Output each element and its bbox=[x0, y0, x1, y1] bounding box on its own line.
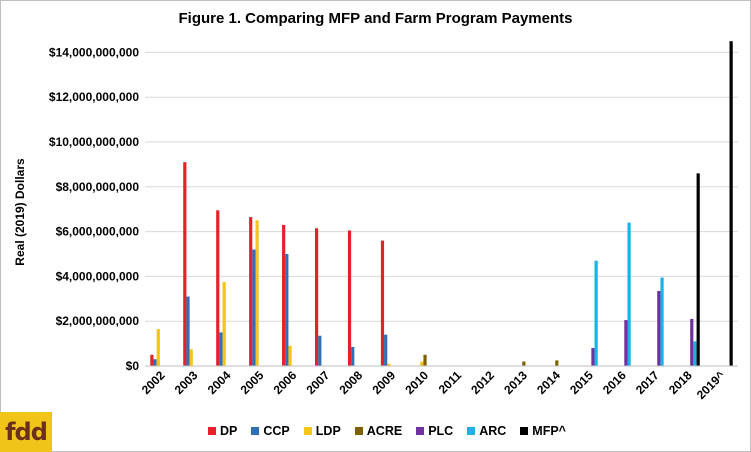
x-tick-label: 2013 bbox=[501, 368, 530, 397]
x-tick-label: 2009 bbox=[369, 368, 398, 397]
bar-arc-2018 bbox=[693, 341, 697, 366]
legend-item: ARC bbox=[467, 424, 506, 438]
legend-swatch bbox=[208, 427, 216, 435]
bar-ldp-2010 bbox=[420, 361, 424, 366]
bar-dp-2005 bbox=[249, 217, 253, 366]
bar-ldp-2004 bbox=[222, 282, 226, 366]
y-tick-label: $0 bbox=[126, 359, 140, 373]
bar-ccp-2007 bbox=[318, 335, 322, 366]
chart-title: Figure 1. Comparing MFP and Farm Program… bbox=[178, 10, 573, 27]
legend-item: PLC bbox=[416, 424, 453, 438]
bar-dp-2002 bbox=[150, 354, 154, 366]
x-tick-label: 2016 bbox=[600, 368, 629, 397]
bar-arc-2016 bbox=[627, 222, 631, 366]
bar-acre-2014 bbox=[555, 360, 559, 366]
bar-dp-2003 bbox=[183, 162, 187, 366]
bar-plc-2017 bbox=[657, 290, 661, 366]
x-tick-label: 2012 bbox=[468, 368, 497, 397]
x-tick-label: 2002 bbox=[139, 368, 168, 397]
x-tick-label: 2003 bbox=[172, 368, 201, 397]
bar-plc-2015 bbox=[591, 348, 595, 366]
x-tick-label: 2006 bbox=[271, 368, 300, 397]
bar-ccp-2002 bbox=[153, 359, 157, 366]
bar-arc-2017 bbox=[660, 277, 664, 366]
legend: DP CCP LDP ACRE PLC ARC MFP^ bbox=[208, 424, 566, 438]
x-tick-label: 2019^ bbox=[694, 368, 728, 402]
bar-ldp-2003 bbox=[189, 349, 193, 366]
bar-ldp-2005 bbox=[255, 220, 259, 366]
x-tick-label: 2004 bbox=[205, 368, 234, 397]
legend-swatch bbox=[520, 427, 529, 435]
bars bbox=[150, 41, 733, 366]
x-tick-label: 2010 bbox=[402, 368, 431, 397]
legend-item: LDP bbox=[303, 424, 341, 438]
y-tick-label: $14,000,000,000 bbox=[49, 45, 139, 59]
bar-plc-2018 bbox=[690, 318, 694, 366]
x-tick-label: 2007 bbox=[304, 368, 333, 397]
legend-label: ARC bbox=[479, 424, 507, 438]
bar-dp-2007 bbox=[314, 228, 319, 366]
legend-label: LDP bbox=[315, 424, 341, 438]
gridlines bbox=[145, 51, 738, 367]
legend-label: CCP bbox=[263, 424, 290, 438]
y-tick-label: $12,000,000,000 bbox=[49, 90, 139, 104]
x-tick-label: 2005 bbox=[238, 368, 267, 397]
y-tick-label: $8,000,000,000 bbox=[56, 180, 140, 194]
bar-plc-2016 bbox=[624, 320, 628, 366]
legend-swatch bbox=[467, 427, 476, 435]
bar-dp-2004 bbox=[216, 210, 220, 366]
x-tick-label: 2014 bbox=[534, 368, 563, 397]
x-tick-label: 2011 bbox=[436, 368, 465, 397]
x-tick-label: 2017 bbox=[633, 368, 662, 397]
legend-label: ACRE bbox=[366, 424, 403, 438]
bar-ccp-2009 bbox=[384, 334, 388, 366]
bar-mfp-2018 bbox=[696, 173, 700, 366]
bar-ccp-2004 bbox=[219, 332, 223, 366]
legend-item: DP bbox=[208, 424, 237, 438]
legend-item: CCP bbox=[251, 424, 290, 438]
y-tick-labels: $0 $2,000,000,000 $4,000,000,000 $6,000,000… bbox=[49, 45, 139, 373]
legend-swatch bbox=[416, 427, 425, 435]
x-tick-label: 2008 bbox=[336, 368, 365, 397]
legend-label: MFP^ bbox=[532, 424, 566, 438]
bar-acre-2013 bbox=[522, 361, 526, 366]
legend-swatch bbox=[251, 427, 260, 435]
fdd-logo: fdd bbox=[0, 412, 52, 452]
bar-mfp-2019 bbox=[729, 41, 733, 366]
logo-text: fdd bbox=[5, 418, 48, 446]
legend-label: PLC bbox=[428, 424, 454, 438]
legend-label: DP bbox=[220, 424, 238, 438]
legend-swatch bbox=[303, 427, 312, 435]
bar-ccp-2008 bbox=[351, 346, 355, 366]
bar-dp-2009 bbox=[380, 240, 385, 366]
x-tick-label: 2018 bbox=[666, 368, 695, 397]
bar-dp-2006 bbox=[282, 224, 286, 366]
legend-item: MFP^ bbox=[520, 424, 566, 438]
x-tick-labels: 2002 2003 2004 2005 2006 2007 2008 2009 2010 2011… bbox=[139, 368, 728, 402]
bar-ccp-2005 bbox=[252, 249, 256, 366]
legend-swatch bbox=[354, 427, 363, 435]
bar-ldp-2006 bbox=[288, 345, 292, 366]
legend-item: ACRE bbox=[354, 424, 403, 438]
y-tick-label: $10,000,000,000 bbox=[49, 135, 139, 149]
bar-acre-2010 bbox=[423, 354, 427, 366]
bar-ldp-2002 bbox=[156, 329, 160, 366]
y-tick-label: $2,000,000,000 bbox=[56, 314, 140, 328]
bar-ccp-2003 bbox=[186, 296, 190, 366]
y-tick-label: $4,000,000,000 bbox=[56, 269, 140, 283]
bar-ccp-2006 bbox=[285, 254, 289, 366]
bar-arc-2015 bbox=[594, 260, 598, 366]
bar-ldp-2009 bbox=[387, 363, 391, 366]
x-tick-label: 2015 bbox=[567, 368, 596, 397]
bar-dp-2008 bbox=[347, 230, 352, 366]
y-tick-label: $6,000,000,000 bbox=[56, 225, 140, 239]
